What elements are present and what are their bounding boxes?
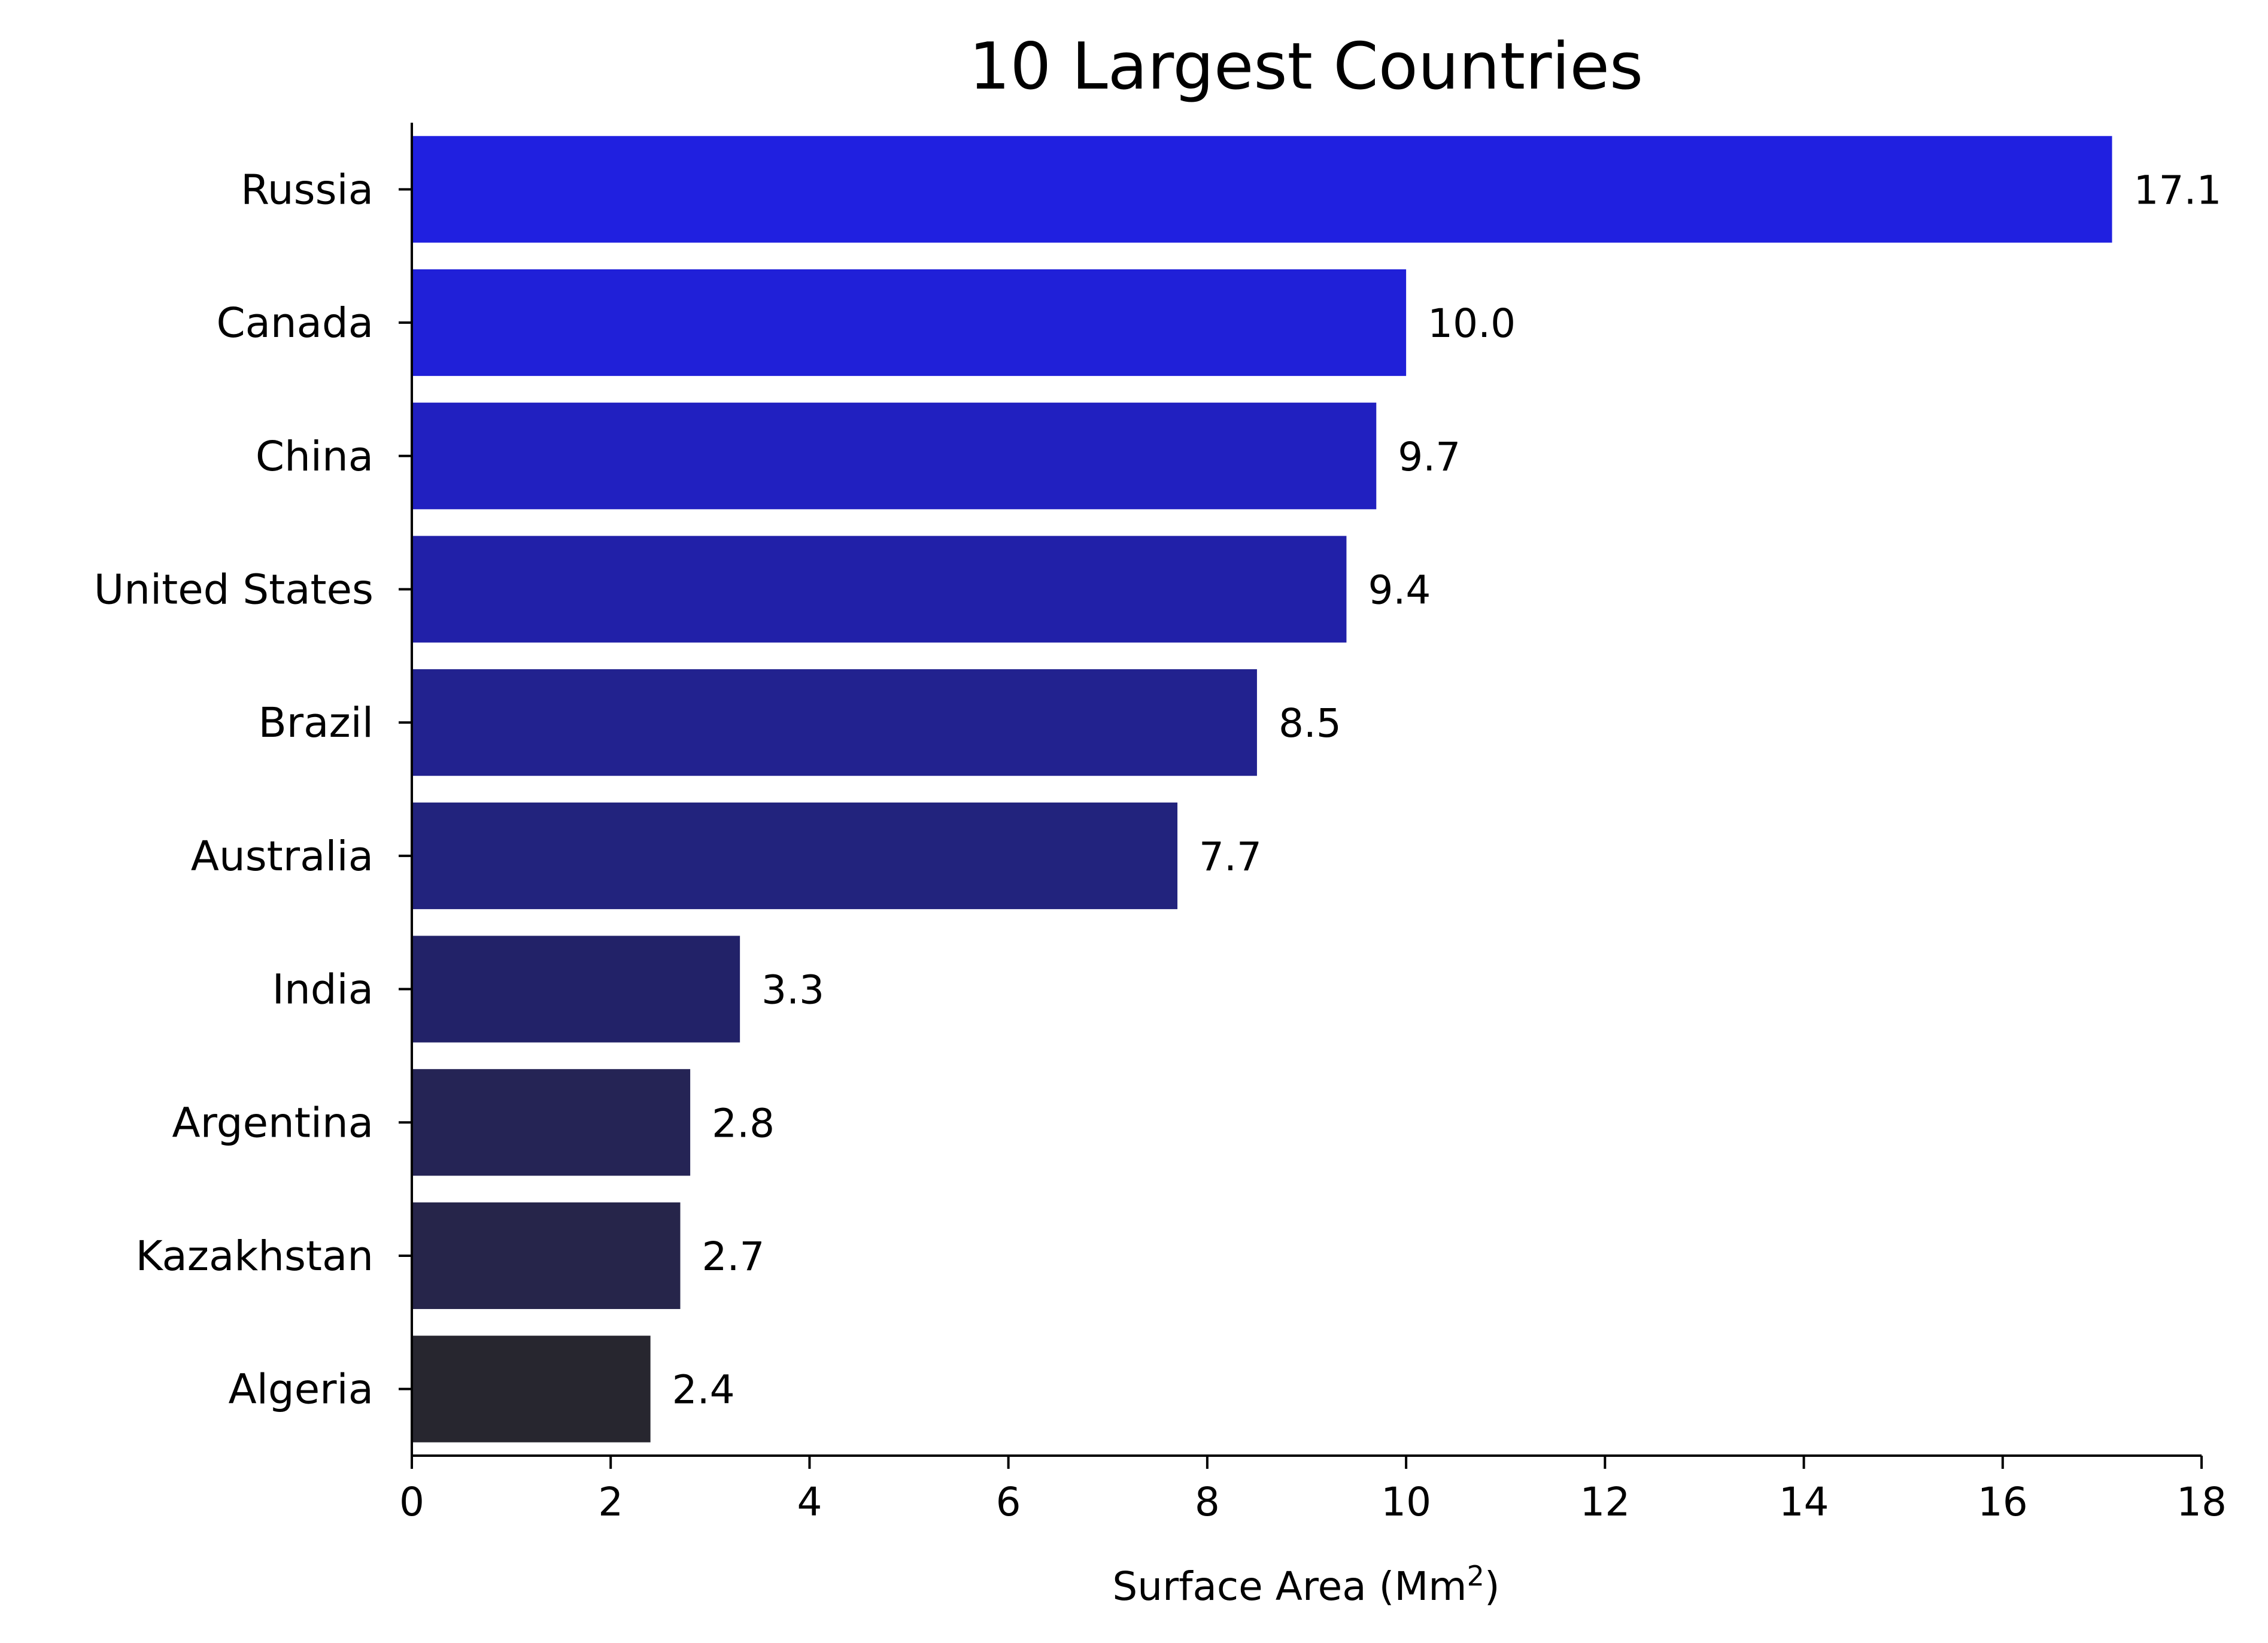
x-tick-label: 16	[1978, 1479, 2028, 1525]
chart-title: 10 Largest Countries	[969, 29, 1643, 104]
y-tick-label: Brazil	[258, 699, 374, 747]
x-tick-label: 0	[399, 1479, 424, 1525]
bar-value-label: 9.7	[1398, 434, 1461, 480]
y-tick-label: Russia	[241, 166, 374, 214]
bar-india	[412, 936, 740, 1043]
bar-brazil	[412, 669, 1257, 776]
x-tick-label: 8	[1195, 1479, 1220, 1525]
x-tick-label: 12	[1580, 1479, 1630, 1525]
y-axis: Russia Canada China United States Brazil Aust…	[94, 123, 413, 1456]
x-axis-title-superscript: 2	[1467, 1560, 1484, 1592]
x-tick-label: 18	[2176, 1479, 2227, 1525]
bar-canada	[412, 269, 1407, 376]
y-tick-label: Kazakhstan	[135, 1232, 374, 1280]
x-axis-title: Surface Area (Mm2)	[1112, 1560, 1499, 1609]
x-tick-label: 10	[1381, 1479, 1431, 1525]
x-axis: 0 2 4 6 8 10 12 14 16 18	[399, 1454, 2227, 1525]
bar-value-label: 2.4	[672, 1367, 735, 1413]
bar-argentina	[412, 1069, 691, 1176]
x-tick-label: 6	[996, 1479, 1021, 1525]
x-tick-label: 2	[598, 1479, 623, 1525]
y-tick-label: China	[256, 433, 374, 481]
bar-russia	[412, 136, 2112, 243]
x-tick-label: 4	[797, 1479, 822, 1525]
bar-value-labels: 17.1 10.0 9.7 9.4 8.5 7.7 3.3 2.8 2.7 2.4	[672, 167, 2222, 1413]
y-tick-label: Canada	[216, 299, 374, 347]
y-tick-label: India	[272, 966, 374, 1014]
y-tick-label: United States	[94, 566, 374, 614]
x-axis-title-main: Surface Area (Mm	[1112, 1563, 1467, 1609]
y-tick-label: Argentina	[172, 1099, 374, 1147]
x-axis-title-close: )	[1484, 1563, 1500, 1609]
bars-group	[412, 136, 2112, 1442]
bar-value-label: 2.8	[712, 1100, 775, 1146]
bar-united-states	[412, 536, 1347, 643]
bar-value-label: 3.3	[761, 967, 824, 1013]
bar-value-label: 7.7	[1199, 834, 1262, 880]
bar-value-label: 2.7	[702, 1234, 765, 1280]
bar-value-label: 9.4	[1368, 567, 1431, 613]
bar-value-label: 8.5	[1279, 700, 1341, 746]
bar-algeria	[412, 1335, 651, 1442]
bar-china	[412, 402, 1377, 509]
bar-australia	[412, 802, 1178, 909]
y-tick-label: Algeria	[229, 1366, 374, 1414]
bar-value-label: 10.0	[1428, 300, 1516, 347]
bar-value-label: 17.1	[2134, 167, 2222, 213]
bar-kazakhstan	[412, 1202, 681, 1310]
y-tick-label: Australia	[191, 833, 374, 880]
x-tick-label: 14	[1779, 1479, 1829, 1525]
